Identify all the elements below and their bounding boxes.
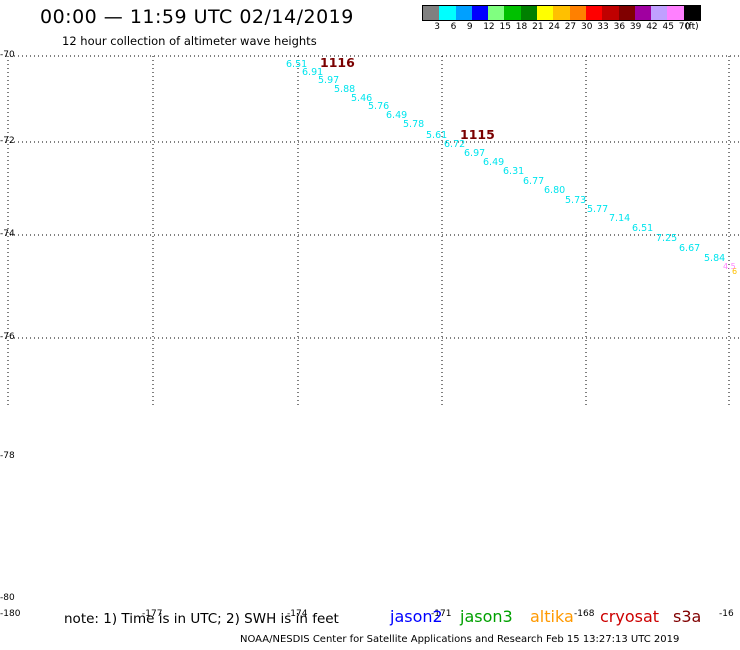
lon-label: -174	[287, 609, 308, 619]
legend-swatch	[667, 6, 684, 20]
legend-swatch	[683, 6, 701, 20]
legend-label: 3	[434, 22, 441, 32]
satellite-legend-jason3: jason3	[460, 607, 513, 626]
legend-label: 9	[466, 22, 473, 32]
swh-value: 5.97	[318, 75, 340, 86]
legend-swatch	[618, 6, 635, 20]
swh-value: 6.77	[523, 176, 545, 187]
swh-value: 5.61	[426, 130, 448, 141]
swh-value: 6.91	[302, 67, 324, 78]
lat-label: -70	[0, 50, 15, 60]
satellite-legend-cryosat: cryosat	[600, 607, 660, 626]
legend-swatch	[520, 6, 538, 20]
legend-swatch	[471, 6, 489, 20]
swh-value: 5.46	[351, 93, 373, 104]
legend-label: 39	[629, 22, 642, 32]
legend-label: 27	[564, 22, 577, 32]
swh-value: 5.78	[403, 119, 425, 130]
legend-label: 18	[515, 22, 528, 32]
map-subtitle: 12 hour collection of altimeter wave hei…	[62, 34, 317, 48]
swh-value: 5.77	[587, 204, 609, 215]
legend-label: 70	[678, 22, 691, 32]
legend-swatch	[488, 6, 505, 20]
lon-label: -177	[142, 609, 163, 619]
legend-swatch	[634, 6, 652, 20]
swh-value-edge: 6	[732, 267, 738, 276]
swh-value: 7.25	[656, 233, 678, 244]
legend-label: 6	[450, 22, 457, 32]
legend-swatch	[602, 6, 619, 20]
swh-value: 5.76	[368, 101, 390, 112]
legend-swatch	[423, 6, 440, 20]
legend-swatch	[537, 6, 554, 20]
lat-label: -76	[0, 332, 15, 342]
legend-label: 36	[613, 22, 626, 32]
swh-value-edge: 4.5	[723, 262, 736, 271]
credit-line: NOAA/NESDIS Center for Satellite Applica…	[240, 634, 680, 645]
lon-label: -168	[574, 609, 595, 619]
color-scale-legend	[422, 5, 702, 21]
legend-swatch	[585, 6, 603, 20]
swh-value: 6.72	[444, 139, 466, 150]
legend-label: 30	[581, 22, 593, 32]
swh-value: 6.51	[632, 223, 654, 234]
legend-swatch	[553, 6, 570, 20]
swh-value: 6.80	[544, 185, 566, 196]
legend-label: 45	[662, 22, 674, 32]
lon-label: -16	[719, 609, 734, 619]
pass-label: 1116	[320, 55, 355, 70]
legend-label: 33	[597, 22, 609, 32]
pass-label: 1115	[460, 127, 495, 142]
legend-label: 15	[499, 22, 511, 32]
satellite-legend-s3a: s3a	[673, 607, 702, 626]
swh-value: 6.97	[464, 148, 486, 159]
legend-label: 12	[483, 22, 495, 32]
lat-label: -80	[0, 593, 15, 603]
swh-value: 5.84	[704, 253, 726, 264]
legend-label: 24	[548, 22, 560, 32]
swh-value: 6.31	[503, 166, 525, 177]
legend-unit: (ft)	[685, 22, 699, 32]
satellite-legend-jason2: jason2	[390, 607, 443, 626]
legend-swatch	[569, 6, 586, 20]
swh-value: 6.49	[483, 157, 505, 168]
swh-value: 6.49	[386, 110, 408, 121]
swh-value: 6.67	[679, 243, 701, 254]
swh-value: 5.88	[334, 84, 356, 95]
footer-note: note: 1) Time is in UTC; 2) SWH is in fe…	[64, 611, 339, 627]
legend-label: 21	[532, 22, 544, 32]
lon-label: -180	[0, 609, 21, 619]
lat-label: -72	[0, 136, 15, 146]
map-title: 00:00 — 11:59 UTC 02/14/2019	[40, 6, 354, 28]
satellite-legend-altika: altika	[530, 607, 574, 626]
lat-label: -74	[0, 229, 15, 239]
legend-swatch	[455, 6, 472, 20]
swh-value: 5.73	[565, 195, 587, 206]
swh-value: 6.51	[286, 59, 308, 70]
swh-value: 7.14	[609, 213, 631, 224]
legend-swatch	[504, 6, 521, 20]
legend-swatch	[439, 6, 456, 20]
legend-label: 42	[646, 22, 658, 32]
lon-label: -171	[431, 609, 452, 619]
lat-label: -78	[0, 451, 15, 461]
legend-swatch	[651, 6, 668, 20]
